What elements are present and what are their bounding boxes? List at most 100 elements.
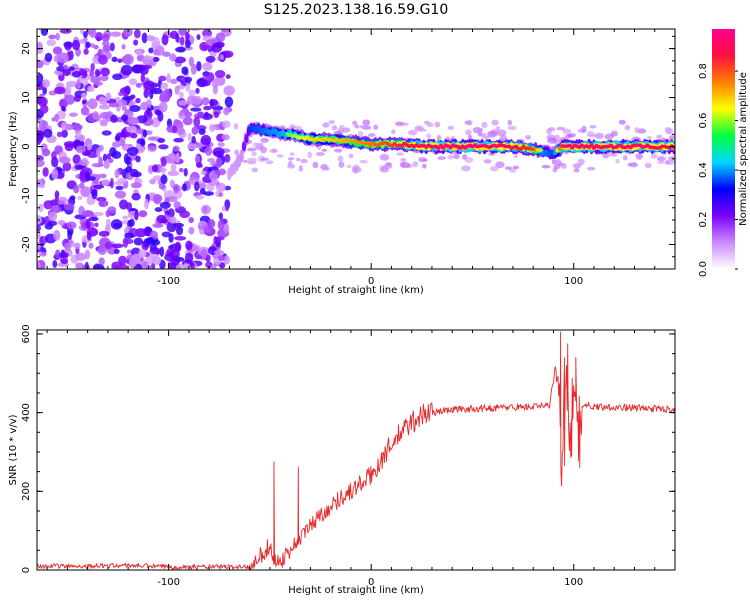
spectrogram-speckle [178,29,188,36]
spectrogram-speckle [394,121,404,126]
spectrogram-speckle [54,196,59,205]
spectrogram-speckle [125,125,137,133]
spectrogram-speckle [55,32,61,41]
spectrogram-speckle [89,43,95,48]
spectrogram-speckle [565,133,573,139]
spectrogram-speckle [188,216,194,224]
snr-panel: -100 0 100 0 200 400 600 Height of straight l… [8,324,676,596]
spectrogram-speckle [215,182,226,192]
spectrogram-speckle [453,153,460,160]
spectrogram-speckle [225,201,230,212]
spectrogram-speckle [195,195,205,200]
spectrogram-speckle [181,66,189,75]
spectrogram-speckle [89,29,97,38]
colorbar-tick-label: 0.8 [698,63,709,79]
spectrogram-speckle [106,218,111,226]
spectrogram-speckle [59,29,72,34]
spectrogram-speckle [86,143,93,151]
spectrogram-speckle [102,44,111,53]
spectrogram-speckle [94,32,104,41]
spectrogram-speckle [161,231,171,238]
spectrogram-speckle [337,155,344,163]
spectrogram-speckle [68,112,78,117]
spectrogram-speckle [88,242,94,249]
spectrogram-ridge [227,121,675,181]
spectrogram-speckle [105,92,112,101]
spectrogram-speckle [185,82,191,92]
spectrogram-speckle [447,154,454,160]
spectrogram-speckle [102,40,110,47]
spectrogram-speckle [37,228,41,240]
spectrogram-speckle [122,53,134,65]
spectrogram-speckle [289,124,296,130]
spectrogram-speckle [195,87,200,94]
spectrogram-speckle [368,133,376,138]
spectrogram-speckle [133,39,139,46]
spectrogram-speckle [602,154,609,159]
spectrogram-speckle [664,126,671,133]
spectrogram-ridge-cell [244,133,249,144]
spectrogram-speckle [414,126,425,132]
x-tick-label: -100 [157,276,180,287]
spectrogram-speckle [468,134,473,141]
spectrogram-speckle [86,176,97,181]
spectrogram-speckle [213,111,220,118]
spectrogram-speckle [72,39,81,51]
spectrogram-speckle [105,51,112,60]
spectrogram-speckle [487,130,498,138]
spectrogram-speckle [196,161,203,168]
spectrogram-speckle [412,161,419,168]
spectrogram-speckle [290,152,295,156]
spectrogram-speckle [86,231,92,241]
spectrogram-speckle [207,219,216,229]
spectrogram-speckle [121,114,128,122]
spectrogram-speckle [173,201,181,209]
spectrogram-speckle [160,174,168,185]
spectrogram-speckle [120,139,126,147]
spectrogram-speckle [124,232,135,239]
colorbar-tick-label: 0.2 [698,212,709,228]
spectrogram-speckle [554,134,560,140]
spectrogram-speckle [38,203,44,213]
spectrogram-speckle [83,211,94,217]
spectrogram-speckle [84,261,89,269]
spectrogram-speckle [111,56,118,63]
spectrogram-speckle [159,167,167,173]
spectrogram-speckle [108,158,114,164]
spectrogram-speckle [94,68,100,77]
spectrogram-speckle [354,124,360,129]
spectrogram-speckle [223,107,230,116]
spectrogram-speckle [61,105,66,112]
spectrogram-speckle [154,207,163,213]
spectrogram-speckle [89,69,95,78]
spectrogram-speckle [287,157,295,161]
spectrogram-speckle [183,167,188,177]
spectrogram-speckle [127,117,140,126]
spectrogram-speckle [188,56,195,67]
spectrogram-speckle [110,219,123,230]
spectrogram-speckle [42,167,49,177]
spectrogram-speckle [153,56,160,62]
spectrogram-frame [36,28,676,270]
spectrogram-speckle [214,70,226,78]
spectrogram-speckle [58,156,71,164]
spectrogram-speckle [37,132,43,143]
spectrogram-speckle [37,73,44,84]
spectrogram-speckle [191,244,201,251]
snr-y-label: SNR (10 * v/v) [8,414,19,485]
spectrogram-speckle [202,62,213,71]
spectrogram-speckle [331,125,338,131]
spectrogram-speckle [541,164,551,169]
spectrogram-speckle [113,248,120,255]
spectrogram-speckle [138,210,148,218]
spectrogram-speckle [99,119,108,127]
spectrogram-speckle [300,158,308,164]
spectrogram-speckle [357,130,364,138]
spectrogram-speckle [178,100,188,106]
snr-background [37,330,675,570]
spectrogram-speckle [207,157,216,163]
spectrogram-speckle [436,134,442,142]
spectrogram-speckle [167,91,172,98]
spectrogram-speckle [477,130,483,137]
spectrogram-speckle [312,161,319,169]
